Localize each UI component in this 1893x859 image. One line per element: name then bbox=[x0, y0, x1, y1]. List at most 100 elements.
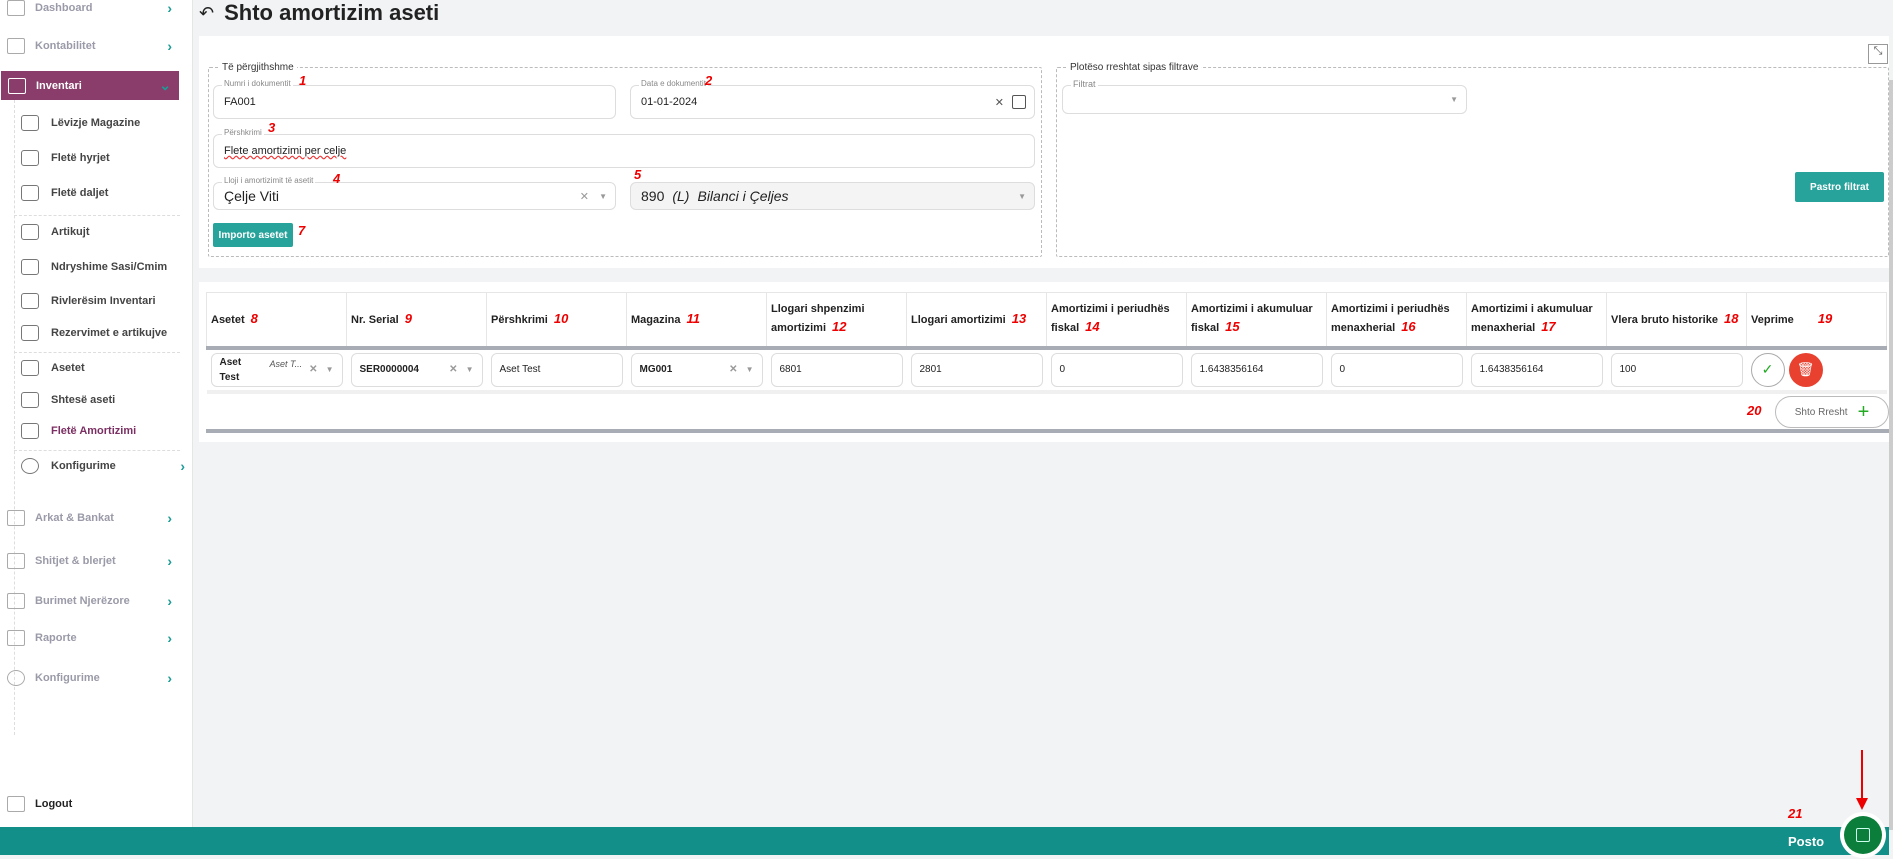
sidebar-sub-ndryshime[interactable]: Ndryshime Sasi/Cmim bbox=[20, 254, 180, 280]
calendar-icon[interactable] bbox=[1012, 95, 1026, 109]
sidebar-sub-artikujt[interactable]: Artikujt bbox=[20, 219, 180, 245]
annotation: 2 bbox=[705, 73, 713, 88]
description-textarea[interactable]: Përshkrimi Flete amortizimi per celje bbox=[213, 128, 1035, 168]
sidebar-sub-levizje[interactable]: Lëvizje Magazine bbox=[20, 110, 180, 136]
dropdown-arrow-icon: ▼ bbox=[1018, 191, 1026, 201]
plus-icon: + bbox=[1857, 400, 1870, 423]
label: Asetet bbox=[51, 362, 85, 374]
chevron-right-icon: › bbox=[167, 593, 172, 609]
gross-value-input[interactable]: 100 bbox=[1610, 352, 1743, 387]
expense-account-input[interactable]: 6801 bbox=[770, 352, 903, 387]
box-icon bbox=[21, 423, 39, 439]
depreciation-account-input[interactable]: 2801 bbox=[910, 352, 1043, 387]
general-fieldset: Të përgjithshme bbox=[208, 62, 1042, 257]
value: 01-01-2024 bbox=[641, 96, 698, 108]
sidebar: Dashboard › Kontabilitet › Inventari ⌄ Lëvi… bbox=[0, 0, 193, 827]
back-icon[interactable]: ↶ bbox=[199, 2, 215, 23]
clear-icon[interactable]: ✕ bbox=[579, 190, 589, 203]
chevron-right-icon: › bbox=[180, 458, 185, 474]
sidebar-sub-rezervimet[interactable]: Rezervimet e artikujve bbox=[20, 320, 180, 346]
col-header: Vlera bruto historike 18 bbox=[1606, 292, 1747, 350]
sidebar-item-shitjet[interactable]: Shitjet & blerjet › bbox=[0, 547, 180, 575]
annotation: 7 bbox=[298, 223, 306, 238]
collapse-icon[interactable]: ⤡ bbox=[1868, 44, 1888, 64]
col-header: Llogari amortizimi 13 bbox=[906, 292, 1047, 350]
sidebar-item-dashboard[interactable]: Dashboard › bbox=[0, 0, 180, 22]
dropdown-arrow-icon: ▼ bbox=[1450, 95, 1458, 104]
depreciation-type-select[interactable]: Lloji i amortizimit të asetit Çelje Viti ✕… bbox=[213, 176, 616, 210]
building-icon bbox=[7, 510, 25, 526]
clear-icon: ✕ bbox=[729, 364, 738, 375]
clear-filters-button[interactable]: Pastro filtrat bbox=[1795, 172, 1884, 202]
import-assets-button[interactable]: Importo asetet bbox=[213, 223, 293, 247]
box-icon bbox=[21, 224, 39, 240]
divider bbox=[14, 352, 180, 353]
transfer-icon bbox=[21, 293, 39, 309]
sidebar-item-inventari[interactable]: Inventari ⌄ bbox=[1, 71, 179, 100]
confirm-check-icon[interactable]: ✓ bbox=[1750, 352, 1785, 387]
label: Raporte bbox=[35, 632, 77, 644]
label: Inventari bbox=[36, 79, 82, 92]
label: Dashboard bbox=[35, 2, 93, 14]
delete-trash-icon[interactable]: 🗑 bbox=[1788, 352, 1823, 387]
dropdown-arrow-icon: ▼ bbox=[745, 365, 754, 374]
sidebar-item-raporte[interactable]: Raporte › bbox=[0, 624, 180, 652]
sidebar-sub-flete-hyrjet[interactable]: Fletë hyrjet bbox=[20, 145, 180, 171]
annotation: 20 bbox=[1747, 403, 1762, 418]
period-fiscal-input[interactable]: 0 bbox=[1050, 352, 1183, 387]
sidebar-sub-flete-amortizimi[interactable]: Fletë Amortizimi bbox=[20, 418, 180, 444]
divider bbox=[14, 450, 180, 451]
serial-select[interactable]: SER0000004 ✕ ▼ bbox=[350, 352, 483, 387]
dropdown-arrow-icon[interactable]: ▼ bbox=[599, 191, 607, 201]
footer-bar bbox=[0, 827, 1889, 855]
label: Data e dokumentit bbox=[639, 79, 708, 88]
sidebar-item-arkat[interactable]: Arkat & Bankat › bbox=[0, 504, 180, 532]
sidebar-sub-asetet[interactable]: Asetet bbox=[20, 355, 180, 381]
chevron-right-icon: › bbox=[167, 510, 172, 526]
accum-fiscal-input[interactable]: 1.6438356164 bbox=[1190, 352, 1323, 387]
assets-table: Asetet 8 Nr. Serial 9 Përshkrimi 10 Magazin… bbox=[206, 292, 1887, 394]
warehouse-select[interactable]: MG001 ✕ ▼ bbox=[630, 352, 763, 387]
arrow-annotation bbox=[1861, 750, 1863, 802]
gear-icon bbox=[7, 670, 25, 686]
dropdown-arrow-icon: ▼ bbox=[325, 365, 334, 374]
clear-icon[interactable]: ✕ bbox=[994, 96, 1004, 109]
label: Artikujt bbox=[51, 226, 90, 238]
sidebar-item-kontabilitet[interactable]: Kontabilitet › bbox=[0, 32, 180, 60]
sidebar-sub-konfigurime[interactable]: Konfigurime › bbox=[20, 453, 185, 479]
accum-mgmt-input[interactable]: 1.6438356164 bbox=[1470, 352, 1603, 387]
account-flag: (L) bbox=[672, 188, 690, 204]
account-select[interactable]: 890 (L) Bilanci i Çeljes ▼ bbox=[630, 182, 1035, 210]
chevron-right-icon: › bbox=[167, 553, 172, 569]
sidebar-sub-shtese-aseti[interactable]: Shtesë aseti bbox=[20, 387, 180, 413]
arrow-head bbox=[1856, 798, 1868, 810]
doc-date-input[interactable]: Data e dokumentit 01-01-2024 ✕ bbox=[630, 79, 1035, 119]
label: Fletë daljet bbox=[51, 187, 109, 199]
label: Rivlerësim Inventari bbox=[51, 295, 156, 307]
value: Flete amortizimi per celje bbox=[224, 145, 347, 157]
logout-button[interactable]: Logout bbox=[0, 790, 180, 818]
sidebar-sub-flete-daljet[interactable]: Fletë daljet bbox=[20, 180, 180, 206]
asset-select[interactable]: Aset Test Aset T... ✕ ▼ bbox=[210, 352, 343, 387]
label: Përshkrimi bbox=[222, 128, 264, 137]
sidebar-item-burimet[interactable]: Burimet Njerëzore › bbox=[0, 587, 180, 615]
filters-select[interactable]: Filtrat ▼ bbox=[1062, 79, 1467, 114]
box-icon bbox=[21, 360, 39, 376]
description-input[interactable]: Aset Test bbox=[490, 352, 623, 387]
account-name: Bilanci i Çeljes bbox=[697, 188, 789, 204]
chevron-right-icon: › bbox=[167, 0, 172, 16]
scrollbar[interactable] bbox=[1889, 80, 1893, 830]
post-save-button[interactable] bbox=[1840, 812, 1886, 858]
clipboard-icon bbox=[7, 553, 25, 569]
sidebar-sub-rivleresim[interactable]: Rivlerësim Inventari bbox=[20, 288, 180, 314]
doc-number-input[interactable]: Numri i dokumentit FA001 bbox=[213, 79, 616, 119]
grid-icon bbox=[7, 0, 25, 16]
page-header: ↶ Shto amortizim aseti bbox=[199, 0, 439, 26]
inventory-icon bbox=[8, 77, 26, 94]
label: Filtrat bbox=[1071, 79, 1098, 89]
add-row-button[interactable]: Shto Rresht + bbox=[1775, 396, 1889, 428]
label: Shto Rresht bbox=[1794, 406, 1848, 418]
col-header: Amortizimi i akumuluar fiskal 15 bbox=[1186, 292, 1327, 350]
sidebar-item-konfigurime[interactable]: Konfigurime › bbox=[0, 664, 180, 692]
period-mgmt-input[interactable]: 0 bbox=[1330, 352, 1463, 387]
